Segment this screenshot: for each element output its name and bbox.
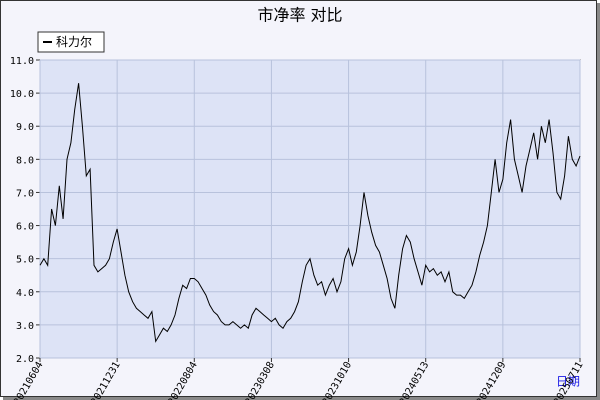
y-tick-label: 6.0	[16, 222, 34, 233]
series-line	[39, 83, 581, 343]
legend-label: 科力尔	[56, 34, 92, 49]
y-tick-label: 3.0	[16, 321, 34, 332]
y-tick-label: 8.0	[16, 155, 34, 166]
y-tick-label: 7.0	[16, 188, 34, 199]
chart-title: 市净率 对比	[257, 6, 342, 25]
y-tick-label: 5.0	[16, 255, 34, 266]
plot-area	[39, 59, 581, 359]
legend-box	[37, 31, 105, 53]
shadow	[597, 3, 600, 400]
y-tick-label: 10.0	[10, 89, 34, 100]
y-tick-label: 2.0	[16, 354, 34, 365]
y-tick-label: 11.0	[10, 56, 34, 67]
y-tick-label: 9.0	[16, 122, 34, 133]
x-axis-label: 日期	[556, 375, 580, 389]
shadow	[3, 397, 600, 400]
y-tick-label: 4.0	[16, 288, 34, 299]
